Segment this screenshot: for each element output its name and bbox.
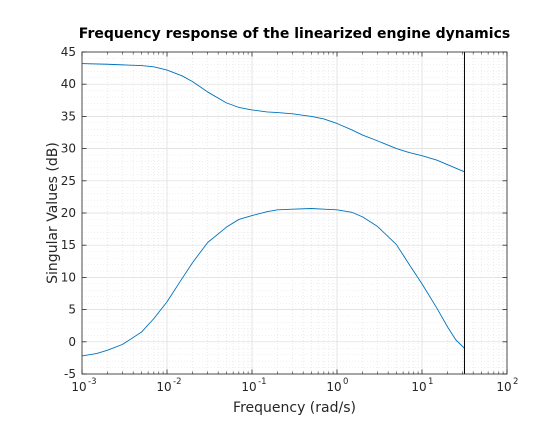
x-tick-label-base: 10 [241, 380, 256, 394]
y-tick-label: 35 [61, 109, 76, 123]
series-1-point [337, 123, 338, 124]
series-layer [81, 52, 465, 374]
series-2-point [97, 353, 98, 354]
y-tick-label: 0 [68, 335, 76, 349]
series-1-point [167, 70, 168, 71]
series-2-point [292, 209, 293, 210]
y-tick-label: 40 [61, 77, 76, 91]
series-1-point [141, 65, 142, 66]
series-2-point [238, 219, 239, 220]
x-axis-label: Frequency (rad/s) [233, 400, 356, 416]
series-1-point [311, 116, 312, 117]
series-2-point [337, 209, 338, 210]
series-2-point [455, 339, 456, 340]
x-tick-label-base: 10 [326, 380, 341, 394]
series-2-point [226, 227, 227, 228]
series-2-point [323, 209, 324, 210]
series-1-point [396, 148, 397, 149]
series-2-point [182, 278, 183, 279]
series-2-point [377, 226, 378, 227]
series-1-point [267, 111, 268, 112]
x-tick-label: 10 2 [496, 377, 518, 394]
x-tick-label-exponent: 1 [428, 377, 433, 387]
series-1-point [192, 81, 193, 82]
chart-title: Frequency response of the linearized eng… [79, 26, 510, 42]
series-line-2 [81, 208, 465, 357]
series-1-point [422, 155, 423, 156]
series-2-point [167, 301, 168, 302]
series-1-point [277, 112, 278, 113]
series-2-point [107, 350, 108, 351]
minor-grid [82, 52, 507, 374]
x-tick-label-exponent: 2 [513, 377, 518, 387]
x-tick-label-exponent: -3 [88, 377, 96, 387]
y-axis-label: Singular Values (dB) [45, 142, 61, 284]
x-tick-label-exponent: -2 [173, 377, 181, 387]
series-2-point [192, 262, 193, 263]
series-2-point [311, 208, 312, 209]
y-tick-label: -5 [64, 367, 76, 381]
series-2-point [437, 308, 438, 309]
y-tick-label: 10 [61, 270, 76, 284]
x-tick-label: 10 -1 [241, 377, 266, 394]
y-tick-label: 20 [61, 206, 76, 220]
series-2-point [277, 209, 278, 210]
series-1-point [252, 110, 253, 111]
series-1-point [362, 135, 363, 136]
ticks [81, 51, 508, 375]
series-2-point [447, 327, 448, 328]
tick-labels: 10 -3 10 -2 10 -1 10 0 10 1 10 2-505101520253035404… [61, 45, 519, 394]
x-tick-label-base: 10 [71, 380, 86, 394]
series-2-point [141, 332, 142, 333]
y-tick-label: 45 [61, 45, 76, 59]
series-2-point [267, 211, 268, 212]
x-tick-label: 10 -3 [71, 377, 96, 394]
series-1-point [153, 66, 154, 67]
series-1-point [352, 130, 353, 131]
x-tick-label-exponent: 0 [343, 377, 348, 387]
series-2-point [153, 318, 154, 319]
series-1-point [182, 75, 183, 76]
series-2-point [122, 344, 123, 345]
series-1-point [238, 107, 239, 108]
series-1-point [207, 92, 208, 93]
major-grid [81, 51, 508, 375]
series-1-point [122, 64, 123, 65]
x-tick-label-base: 10 [156, 380, 171, 394]
series-1-point [107, 64, 108, 65]
series-2-point [396, 244, 397, 245]
series-2-point [362, 216, 363, 217]
series-1-point [377, 140, 378, 141]
x-tick-label: 10 0 [326, 377, 348, 394]
x-tick-label-exponent: -1 [258, 377, 266, 387]
series-line-1 [81, 63, 465, 173]
series-2-point [252, 215, 253, 216]
x-tick-label: 10 -2 [156, 377, 181, 394]
series-1-point [323, 119, 324, 120]
series-2-point [422, 283, 423, 284]
y-tick-label: 25 [61, 174, 76, 188]
x-tick-label-base: 10 [411, 380, 426, 394]
y-tick-label: 5 [68, 303, 76, 317]
x-tick-label: 10 1 [411, 377, 433, 394]
series-2-point [408, 263, 409, 264]
series-1-point [408, 152, 409, 153]
series-1-point [292, 113, 293, 114]
series-2-point [352, 212, 353, 213]
x-tick-label-base: 10 [496, 380, 511, 394]
series-1-point [226, 102, 227, 103]
series-1-point [437, 160, 438, 161]
y-tick-label: 30 [61, 142, 76, 156]
series-1-point [447, 164, 448, 165]
y-tick-label: 15 [61, 238, 76, 252]
series-2-point [207, 242, 208, 243]
